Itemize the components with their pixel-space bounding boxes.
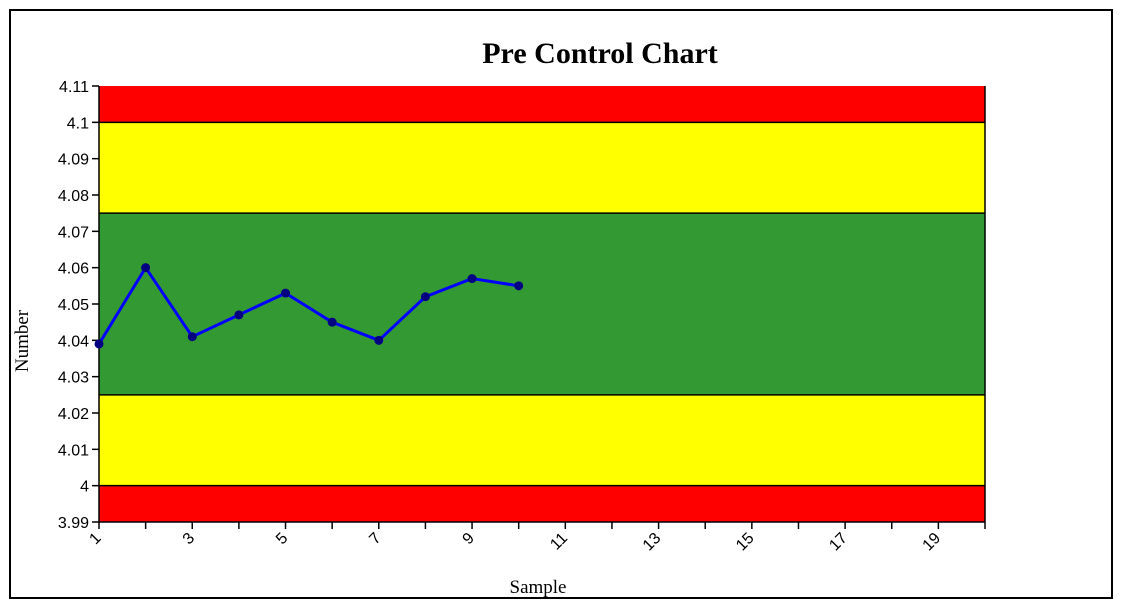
data-point: [327, 317, 337, 327]
chart-title: Pre Control Chart: [482, 37, 718, 70]
data-point: [420, 292, 430, 302]
y-tick-label: 4.1: [67, 115, 89, 132]
y-tick-label: 3.99: [58, 515, 89, 532]
x-tick-label: 5: [273, 530, 291, 548]
x-tick-label: 1: [86, 530, 104, 548]
pre-control-chart: Pre Control Chart 4.11 4.1 4.09 4.08 4.07 4.0…: [12, 37, 986, 598]
x-tick-label: 13: [640, 530, 665, 555]
data-point: [374, 335, 384, 345]
data-point: [141, 263, 151, 273]
x-tick-label: 7: [366, 530, 384, 548]
x-tick-label: 15: [733, 530, 758, 555]
zone-band-2: [99, 122, 985, 214]
y-tick-label: 4.02: [58, 406, 89, 423]
x-tick-label: 19: [920, 530, 945, 555]
x-tick-label: 9: [460, 530, 478, 548]
zone-band-3: [99, 213, 985, 395]
data-series: [94, 263, 524, 349]
zone-band-1: [99, 86, 985, 123]
axes: 4.11 4.1 4.09 4.08 4.07 4.06 4.05 4.04 4.03 4.02 4…: [58, 79, 986, 555]
y-tick-label: 4.07: [58, 224, 89, 241]
data-point: [467, 274, 477, 284]
chart-frame: Pre Control Chart 4.11 4.1 4.09 4.08 4.07 4.0…: [9, 9, 1113, 599]
zone-band-5: [99, 485, 985, 522]
x-tick-label: 17: [826, 530, 851, 555]
data-point: [281, 288, 291, 298]
control-zones: [99, 86, 986, 522]
y-tick-label: 4.01: [58, 442, 89, 459]
y-tick-label: 4.04: [58, 333, 89, 350]
data-point: [514, 281, 524, 291]
y-tick-label: 4.06: [58, 261, 89, 278]
y-tick-label: 4.03: [58, 370, 89, 387]
x-tick-label: 3: [180, 530, 198, 548]
y-tick-label: 4.05: [58, 297, 89, 314]
y-tick-label: 4.11: [59, 79, 89, 96]
y-tick-label: 4.09: [58, 152, 89, 169]
y-tick-label: 4: [80, 479, 89, 496]
data-point: [234, 310, 244, 320]
x-tick-label: 11: [547, 530, 571, 554]
y-tick-label: 4.08: [58, 188, 89, 205]
data-point: [187, 332, 197, 342]
x-axis-label: Sample: [510, 577, 567, 598]
series-line: [97, 266, 519, 345]
y-axis-label: Number: [12, 309, 33, 372]
zone-band-4: [99, 394, 985, 486]
data-point: [94, 339, 104, 349]
